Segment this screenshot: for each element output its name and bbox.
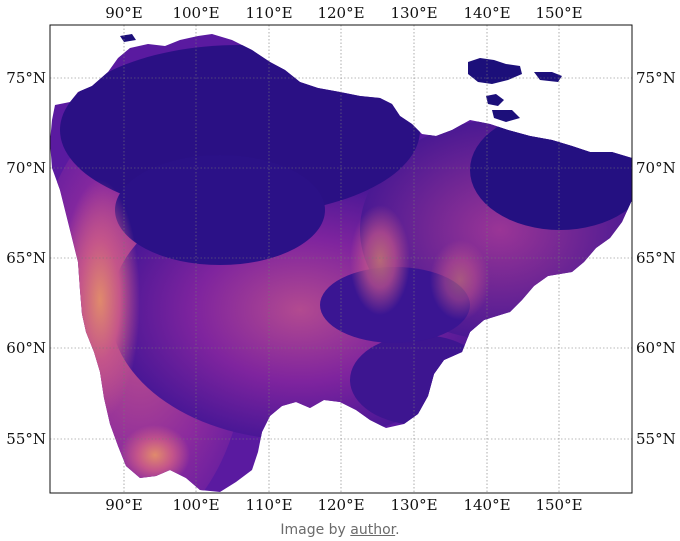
lon-tick-bottom: 150°E: [535, 496, 582, 514]
image-caption: Image by author.: [0, 522, 680, 538]
lon-tick-top: 110°E: [245, 4, 292, 22]
lon-tick-bottom: 130°E: [390, 496, 437, 514]
lat-tick-right: 55°N: [636, 430, 676, 448]
lon-tick-bottom: 110°E: [245, 496, 292, 514]
lat-tick-right: 60°N: [636, 339, 676, 357]
islands: [120, 34, 562, 122]
lon-tick-bottom: 90°E: [105, 496, 143, 514]
lon-tick-bottom: 100°E: [172, 496, 219, 514]
map-figure: 90°E 100°E 110°E 120°E 130°E 140°E 150°E…: [6, 4, 676, 514]
lon-tick-bottom: 140°E: [463, 496, 510, 514]
author-link[interactable]: author: [350, 522, 396, 538]
lon-tick-top: 150°E: [535, 4, 582, 22]
gridlines: [50, 25, 632, 493]
lat-tick-right: 75°N: [636, 69, 676, 87]
lat-tick-left: 60°N: [6, 339, 46, 357]
lon-tick-top: 140°E: [463, 4, 510, 22]
caption-prefix: Image by: [280, 522, 351, 538]
lat-tick-left: 75°N: [6, 69, 46, 87]
lat-tick-left: 70°N: [6, 159, 46, 177]
lon-tick-top: 100°E: [172, 4, 219, 22]
lat-tick-left: 65°N: [6, 249, 46, 267]
lon-labels-bottom: 90°E 100°E 110°E 120°E 130°E 140°E 150°E: [105, 496, 582, 514]
lat-tick-right: 65°N: [636, 249, 676, 267]
lon-tick-top: 90°E: [105, 4, 143, 22]
lat-tick-right: 70°N: [636, 159, 676, 177]
lon-tick-top: 120°E: [317, 4, 364, 22]
lon-labels-top: 90°E 100°E 110°E 120°E 130°E 140°E 150°E: [105, 4, 582, 22]
raster-field: [50, 34, 632, 492]
lon-tick-bottom: 120°E: [317, 496, 364, 514]
lat-tick-left: 55°N: [6, 430, 46, 448]
lat-labels-left: 75°N 70°N 65°N 60°N 55°N: [6, 69, 46, 448]
lon-tick-top: 130°E: [390, 4, 437, 22]
lat-labels-right: 75°N 70°N 65°N 60°N 55°N: [636, 69, 676, 448]
caption-suffix: .: [395, 522, 400, 538]
map-frame: [49, 24, 633, 494]
